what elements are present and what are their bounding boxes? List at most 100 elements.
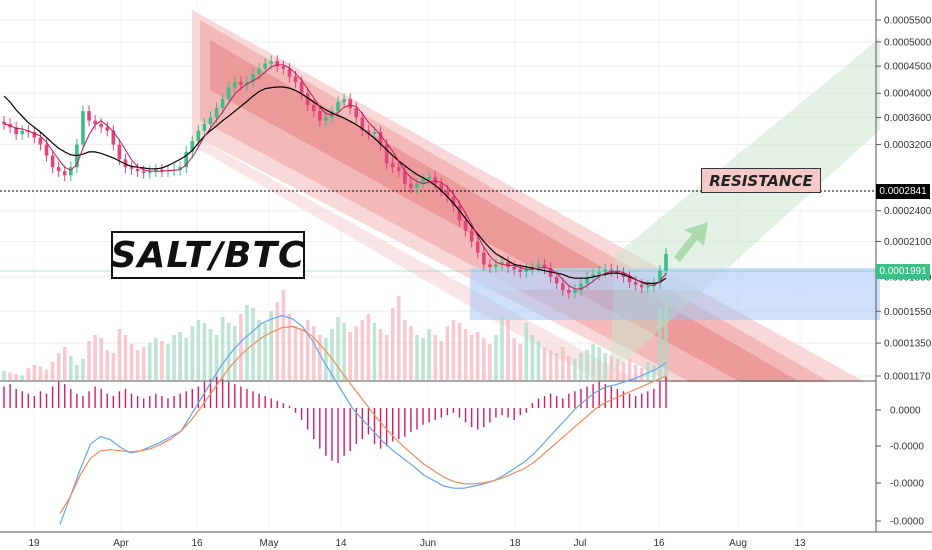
volume-bar [433,335,438,380]
candle-body [421,179,425,184]
candle-body [105,127,110,131]
candle-body [591,274,595,277]
volume-bar [421,338,425,380]
candle-body [645,286,650,288]
resistance-annotation: RESISTANCE [701,168,821,193]
volume-bar [178,332,182,380]
candle-body [251,73,255,83]
volume-bar [548,350,553,380]
candle-body [481,252,486,265]
candle-body [178,167,182,170]
candle-body [281,66,286,69]
candle-body [123,159,128,168]
candle-body [506,262,510,267]
volume-bar [160,341,164,380]
volume-bar [494,335,498,380]
volume-bar [172,335,176,380]
candle-body [475,241,480,253]
candle-body [275,61,280,67]
volume-bar [111,353,116,380]
price-axis-ticks: 0.0005500 0.0005000 0.0004500 0.0004000 0.00… [876,16,932,383]
candle-body [287,68,292,77]
candle-body [311,105,316,112]
volume-bar [585,350,589,380]
candle-body [548,268,553,277]
volume-bar [530,335,535,380]
volume-bar [457,323,462,380]
candle-body [427,176,431,180]
candle-body [579,283,583,291]
resistance-price-label: 0.0002841 [876,184,930,199]
macd-histogram [3,376,667,463]
volume-bar [232,326,237,380]
candle-body [299,82,304,94]
volume-bar [196,320,201,380]
volume-bar [463,329,468,380]
candle-body [627,276,632,283]
volume-bar [627,359,632,380]
volume-bar [220,317,225,380]
candle-body [639,284,644,288]
price-tick-label: 0.0003600 [884,113,932,124]
chart-title: SALT/BTC [111,231,305,279]
volume-bar [524,323,529,380]
volume-bar [226,323,231,380]
candle-body [494,264,498,267]
macd-tick-label: 0.0000 [890,406,921,417]
candle-body [62,171,67,176]
volume-bar [305,320,310,380]
volume-bar [645,362,650,380]
price-tick-label: 0.0001550 [884,307,932,318]
macd-line [59,314,667,525]
candle-body [232,82,237,88]
candle-body [202,123,207,131]
macd-tick-label: -0.0000 [890,517,924,528]
candle-body [463,220,468,231]
time-tick-label: Jul [574,538,587,549]
volume-bar [141,347,146,380]
price-tick-label: 0.0001170 [884,372,931,383]
volume-bar [390,308,395,380]
volume-bar [81,359,85,380]
candle-body [652,283,656,287]
volume-bar [342,323,346,380]
volume-bar [281,290,286,380]
volume-bar [75,365,79,380]
signal-line [59,325,667,514]
last-price-label: 0.0001991 [876,264,930,279]
price-tick-label: 0.0005000 [884,37,932,48]
candle-body [20,130,25,135]
volume-bar [135,350,140,380]
candle-body [524,269,529,272]
candle-body [396,167,401,172]
candle-body [14,127,18,135]
candle-body [324,117,328,121]
time-tick-label: 16 [191,538,203,549]
volume-bar [14,374,18,380]
volume-bar [409,326,413,380]
volume-bar [512,338,516,380]
volume-bar [239,314,243,380]
price-tick-label: 0.0004000 [884,89,932,100]
volume-bar [378,329,383,380]
price-tick-label: 0.0005500 [884,16,932,27]
candle-body [390,163,395,168]
candle-body [403,171,407,184]
candle-body [263,63,267,69]
volume-bar [93,335,97,380]
candle-body [50,155,55,168]
volume-bar [573,359,577,380]
price-tick-label: 0.0004500 [884,62,932,73]
candle-body [360,117,365,131]
candle-body [409,183,413,188]
volume-bar [384,335,389,380]
candle-body [542,264,547,269]
volume-bar [44,369,49,380]
price-tick-label: 0.0002100 [884,237,932,248]
candle-body [318,111,322,121]
volume-bar [536,341,541,380]
candle-body [567,290,571,293]
candle-body [293,76,298,83]
channel-band-lower [192,135,640,382]
candle-body [330,111,334,118]
